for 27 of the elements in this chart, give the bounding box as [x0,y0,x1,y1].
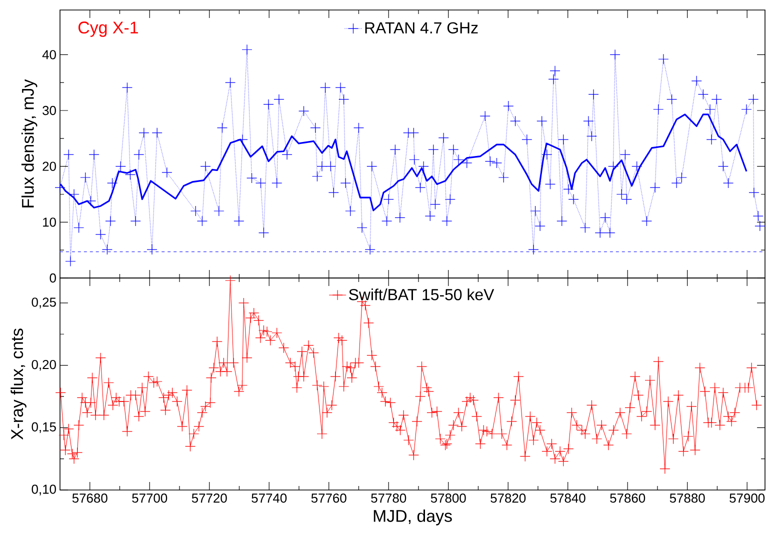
y-tick-label: 10 [43,218,56,227]
y-tick-label: 40 [42,50,56,60]
x-tick-label: 57700 [132,494,168,503]
x-tick-label: 57800 [430,494,466,503]
legend-label: RATAN 4.7 GHz [365,22,478,34]
x-tick-label: 57840 [550,494,586,503]
legend-label: Swift/BAT 15-50 keV [349,288,494,300]
x-tick-label: 57720 [192,494,227,503]
x-tick-label: 57900 [730,494,765,503]
y-axis-title: X-ray flux, cnts [10,328,26,440]
y-tick-label: 0 [50,273,56,283]
x-tick-label: 57780 [371,494,406,503]
y-axis-title: Flux density, mJy [21,79,38,208]
x-tick-label: 57820 [490,494,526,503]
y-tick-label: 0,20 [32,360,56,371]
y-tick-label: 0,10 [32,484,56,496]
y-tick-label: 0,25 [32,298,56,308]
y-tick-label: 20 [42,162,56,171]
x-tick-label: 57860 [610,494,646,503]
y-tick-label: 30 [42,106,56,116]
annotation: Cyg X-1 [78,22,138,37]
x-tick-label: 57680 [72,494,108,503]
y-tick-label: 0,15 [32,422,56,433]
x-tick-label: 57880 [670,494,705,503]
x-tick-label: 57760 [311,494,346,503]
x-axis-title: MJD, days [374,510,452,526]
x-tick-label: 57740 [252,494,287,503]
